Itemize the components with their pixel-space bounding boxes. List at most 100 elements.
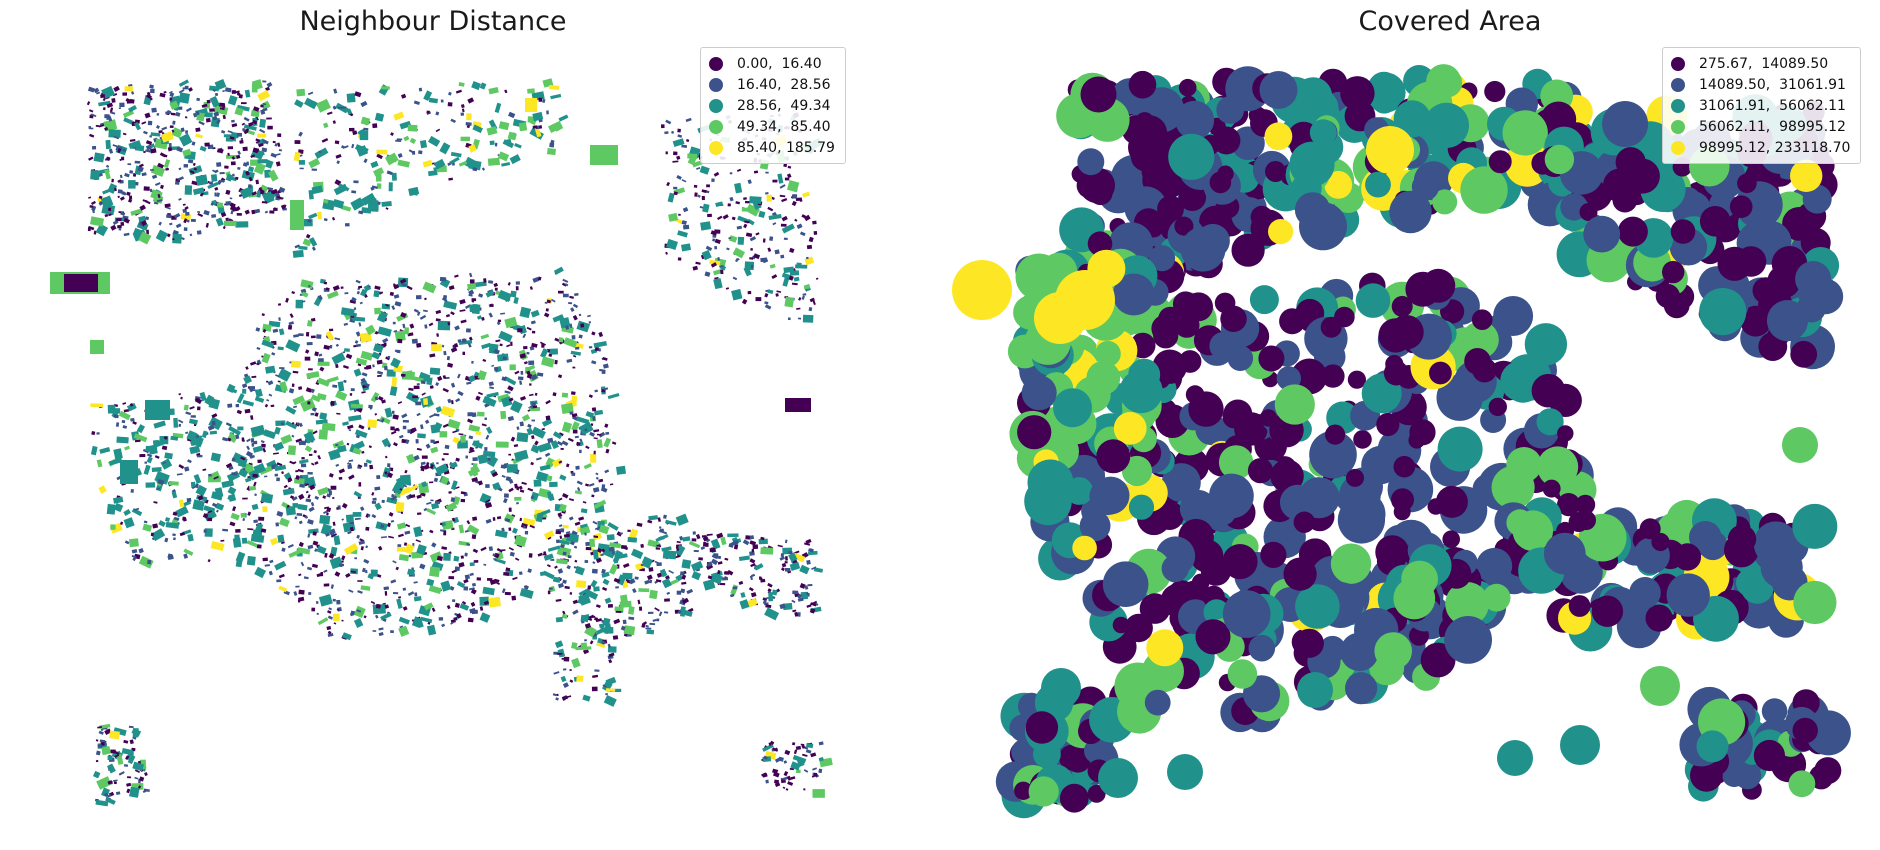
building-footprint [274, 560, 287, 571]
tessellation-cell [1259, 71, 1298, 109]
building-footprint [293, 405, 298, 409]
tessellation-cell [1617, 216, 1648, 247]
building-footprint [745, 232, 753, 238]
building-footprint [183, 404, 189, 411]
building-footprint [141, 220, 148, 227]
building-footprint [706, 561, 713, 568]
building-footprint [634, 576, 639, 580]
building-footprint [128, 180, 136, 189]
building-footprint [206, 99, 211, 104]
building-footprint [527, 423, 532, 429]
tessellation-cell [1583, 215, 1621, 253]
building-footprint [590, 145, 618, 165]
building-footprint [481, 423, 487, 427]
building-footprint [585, 541, 590, 546]
building-footprint [569, 295, 574, 299]
building-footprint [662, 550, 677, 560]
building-footprint [562, 668, 567, 671]
building-footprint [317, 454, 322, 460]
building-footprint [532, 111, 544, 122]
building-footprint [316, 392, 327, 401]
building-footprint [210, 117, 221, 128]
building-footprint [309, 237, 318, 247]
building-footprint [463, 156, 479, 170]
building-footprint [353, 368, 362, 377]
building-footprint [253, 162, 266, 175]
building-footprint [376, 418, 383, 422]
building-footprint [426, 501, 432, 505]
building-footprint [769, 236, 774, 242]
building-footprint [335, 390, 348, 401]
tessellation-cell [1295, 584, 1340, 629]
building-footprint [244, 89, 251, 98]
building-footprint [665, 519, 677, 526]
building-footprint [375, 331, 379, 335]
building-footprint [289, 460, 295, 465]
building-footprint [546, 110, 549, 115]
building-footprint [341, 145, 346, 149]
building-footprint [381, 536, 388, 539]
building-footprint [346, 424, 354, 430]
building-footprint [377, 201, 381, 205]
building-footprint [623, 625, 636, 636]
building-footprint [89, 133, 95, 138]
tessellation-cell [1264, 122, 1293, 151]
building-footprint [195, 127, 201, 132]
building-footprint [462, 351, 465, 355]
building-footprint [659, 568, 668, 578]
building-footprint [118, 771, 125, 776]
building-footprint [215, 509, 219, 513]
building-footprint [391, 410, 395, 414]
building-footprint [783, 163, 787, 167]
building-footprint [578, 313, 582, 317]
building-footprint [226, 154, 238, 159]
building-footprint [255, 138, 261, 142]
building-footprint [161, 126, 168, 131]
building-footprint [241, 537, 248, 544]
building-footprint [523, 345, 528, 350]
building-footprint [111, 98, 116, 103]
building-footprint [561, 440, 569, 446]
building-footprint [259, 465, 273, 475]
building-footprint [609, 483, 614, 486]
building-footprint [318, 358, 324, 362]
building-footprint [236, 393, 245, 404]
building-footprint [614, 553, 628, 560]
building-footprint [558, 114, 569, 122]
building-footprint [378, 84, 390, 96]
building-footprint [701, 249, 712, 261]
building-footprint [266, 117, 272, 120]
building-footprint [335, 153, 342, 159]
building-footprint [476, 315, 482, 320]
building-footprint [108, 148, 114, 154]
building-footprint [306, 341, 313, 346]
building-footprint [498, 330, 513, 343]
building-footprint [518, 485, 523, 490]
building-footprint [262, 506, 268, 512]
building-footprint [604, 423, 609, 428]
building-footprint [622, 619, 627, 625]
building-footprint [607, 643, 612, 648]
building-footprint [584, 622, 592, 629]
building-footprint [344, 292, 349, 295]
building-footprint [572, 609, 579, 615]
building-footprint [268, 570, 273, 576]
building-footprint [762, 772, 768, 778]
building-footprint [602, 578, 610, 586]
building-footprint [647, 519, 653, 524]
building-footprint [514, 143, 522, 149]
building-footprint [809, 297, 815, 303]
building-footprint [177, 419, 184, 424]
building-footprint [603, 387, 609, 391]
building-footprint [318, 353, 323, 357]
building-footprint [158, 221, 162, 226]
tessellation-cell [1651, 532, 1670, 552]
building-footprint [620, 625, 626, 631]
building-footprint [354, 429, 368, 439]
building-footprint [276, 195, 284, 200]
building-footprint [159, 152, 166, 158]
building-footprint [401, 371, 415, 381]
building-footprint [384, 604, 390, 609]
building-footprint [277, 142, 281, 147]
building-footprint [335, 364, 339, 369]
